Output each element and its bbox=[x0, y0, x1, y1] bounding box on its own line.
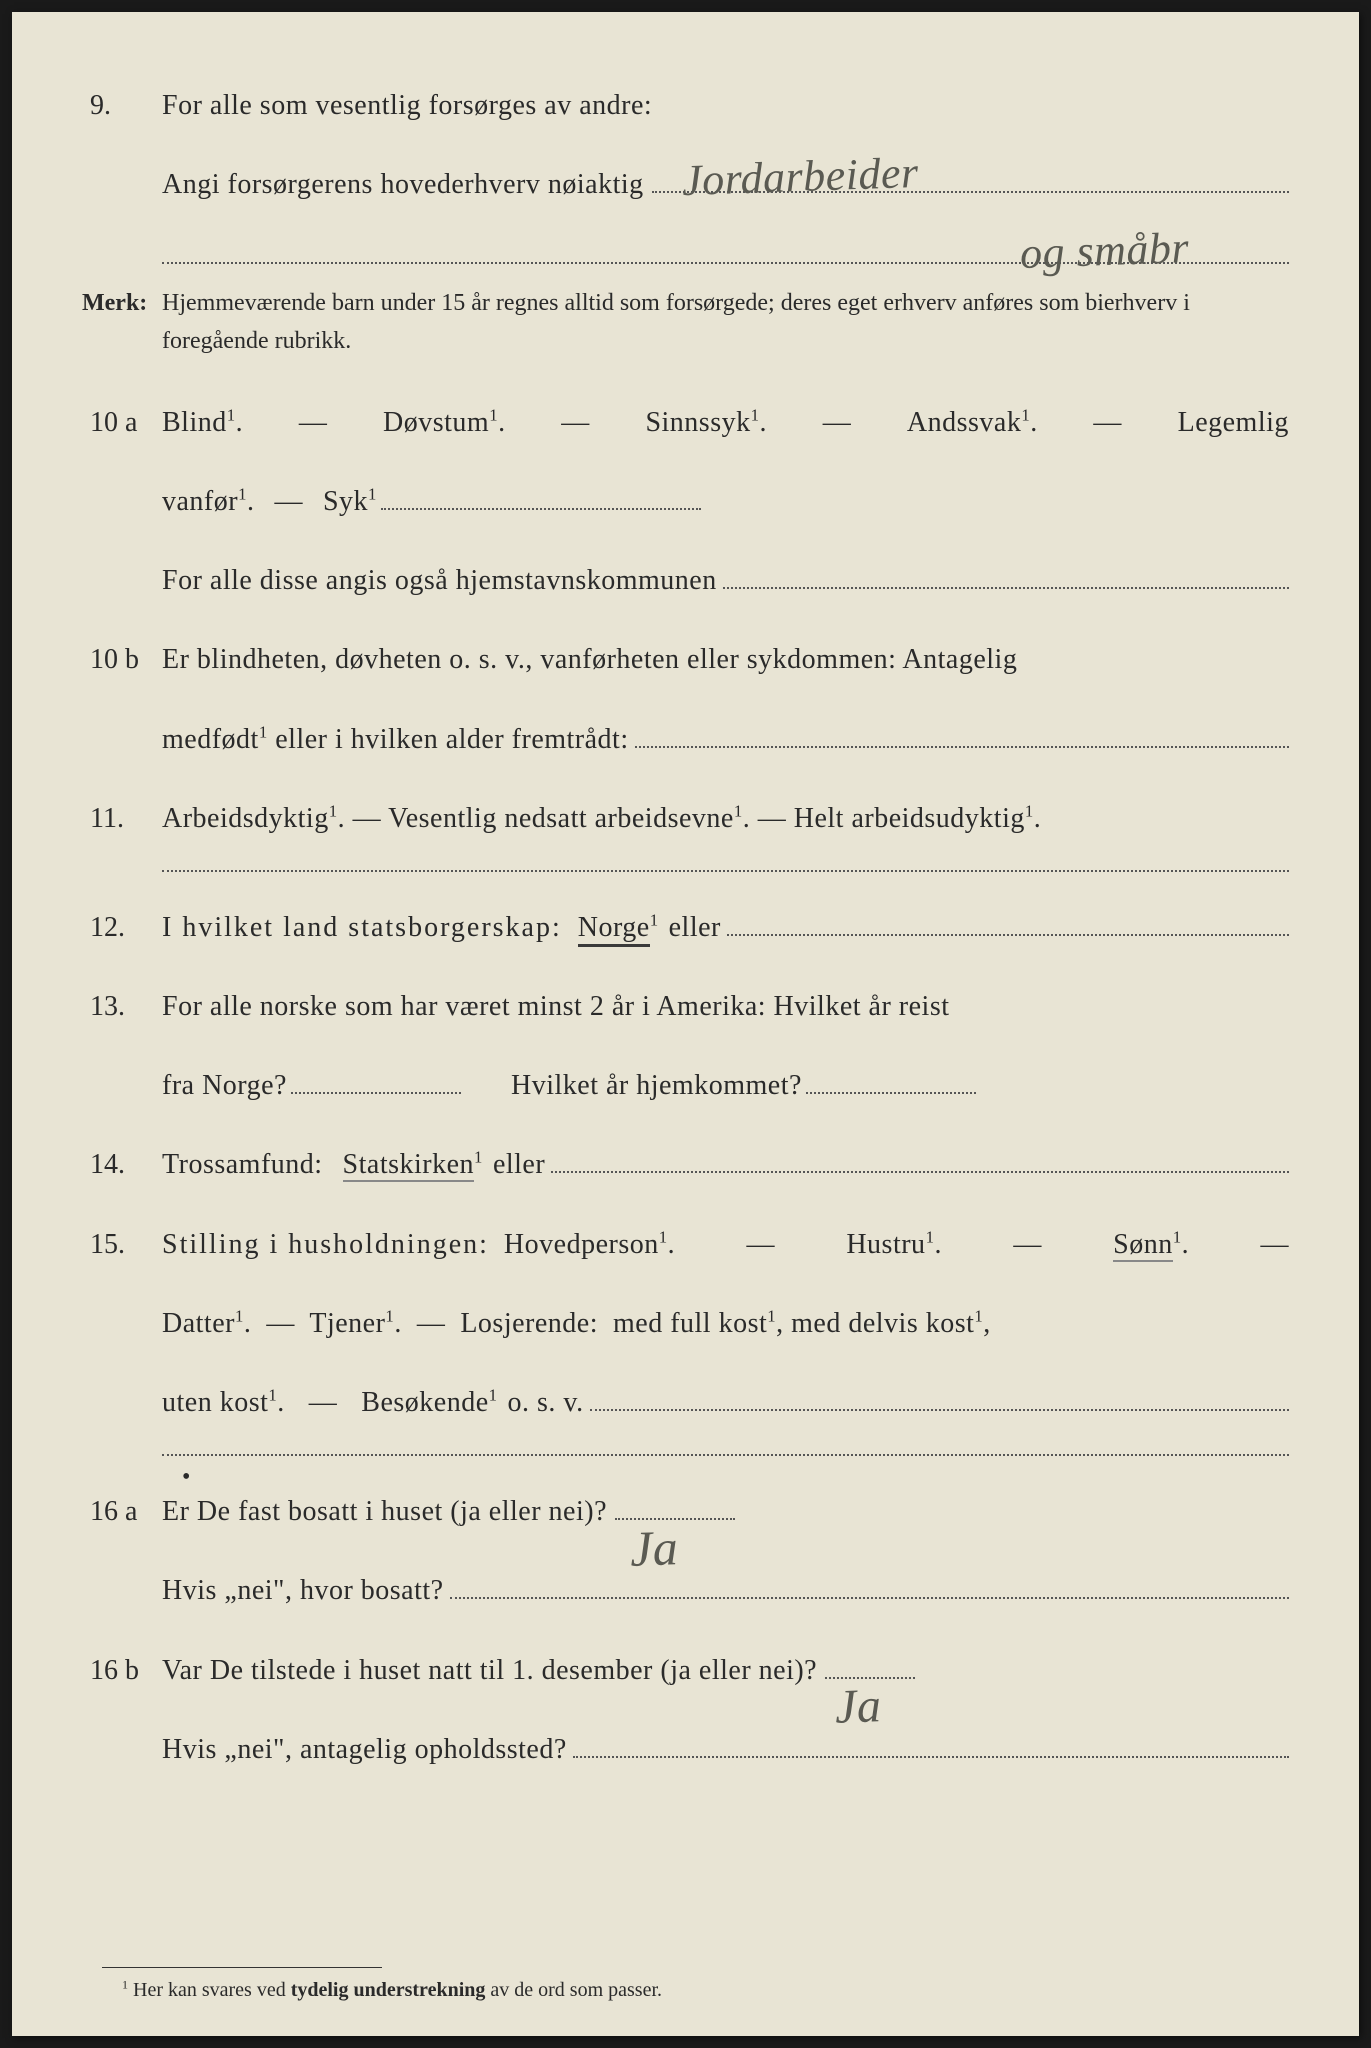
q10b-text2: medfødt1 eller i hvilken alder fremtrådt… bbox=[162, 706, 629, 773]
q11-number: 11. bbox=[82, 785, 162, 852]
merk-label: Merk: bbox=[82, 284, 162, 361]
q14-or: eller bbox=[493, 1131, 545, 1198]
q12-number: 12. bbox=[82, 894, 162, 961]
q14-label: Trossamfund: bbox=[162, 1131, 323, 1198]
q16b-line1: 16 b Var De tilstede i huset natt til 1.… bbox=[82, 1637, 1289, 1704]
q11-blank-line[interactable] bbox=[162, 870, 1289, 872]
q16a-number: 16 a bbox=[82, 1478, 162, 1545]
q13-text1: For alle norske som har været minst 2 år… bbox=[162, 973, 1289, 1040]
q10b-answer-line[interactable] bbox=[635, 714, 1289, 748]
q12-label: I hvilket land statsborgerskap: bbox=[162, 894, 562, 961]
footnote: 1 Her kan svares ved tydelig understrekn… bbox=[122, 1977, 1289, 2002]
opt-legemlig: Legemlig bbox=[1178, 389, 1289, 456]
q13-line1: 13. For alle norske som har været minst … bbox=[82, 973, 1289, 1040]
footnote-text: Her kan svares ved tydelig understreknin… bbox=[133, 1979, 662, 2001]
q14: 14. Trossamfund: Statskirken1 eller bbox=[82, 1131, 1289, 1198]
opt-statskirken: Statskirken bbox=[343, 1149, 475, 1182]
q10b-line1: 10 b Er blindheten, døvheten o. s. v., v… bbox=[82, 626, 1289, 693]
opt-syk: Syk bbox=[323, 486, 368, 517]
census-form-page: 9. For alle som vesentlig forsørges av a… bbox=[12, 12, 1359, 2036]
q16a-line2: Hvis „nei", hvor bosatt? bbox=[82, 1557, 1289, 1624]
q12-answer-line[interactable] bbox=[727, 902, 1289, 936]
q10b-text1: Er blindheten, døvheten o. s. v., vanfør… bbox=[162, 626, 1289, 693]
opt-besokende: Besøkende bbox=[361, 1387, 488, 1418]
q15-number: 15. bbox=[82, 1211, 162, 1278]
q16b-text1: Var De tilstede i huset natt til 1. dese… bbox=[162, 1637, 817, 1704]
q16a-text2: Hvis „nei", hvor bosatt? bbox=[162, 1557, 444, 1624]
opt-udyktig: Helt arbeidsudyktig bbox=[794, 803, 1025, 834]
opt-full-kost: med full kost bbox=[613, 1308, 767, 1339]
opt-norge: Norge bbox=[578, 912, 650, 947]
q9-handwritten1: Jordarbeider bbox=[680, 119, 920, 233]
q12: 12. I hvilket land statsborgerskap: Norg… bbox=[82, 894, 1289, 961]
opt-arbeidsdyktig: Arbeidsdyktig bbox=[162, 803, 329, 834]
opt-delvis-kost: med delvis kost bbox=[791, 1308, 974, 1339]
opt-nedsatt: Vesentlig nedsatt arbeidsevne bbox=[388, 803, 734, 834]
q10a-line1: 10 a Blind1. — Døvstum1. — Sinnssyk1. — … bbox=[82, 389, 1289, 456]
q12-or: eller bbox=[669, 894, 721, 961]
q9-line3: og småbr bbox=[82, 230, 1289, 264]
q10b-line2: medfødt1 eller i hvilken alder fremtrådt… bbox=[82, 706, 1289, 773]
q16a-where-line[interactable] bbox=[450, 1566, 1289, 1600]
q9-number: 9. bbox=[82, 72, 162, 139]
q16b-where-line[interactable] bbox=[573, 1724, 1289, 1758]
q10a-line3: For alle disse angis også hjemstavnskomm… bbox=[82, 547, 1289, 614]
q16b-text2: Hvis „nei", antagelig opholdssted? bbox=[162, 1716, 567, 1783]
opt-uten-kost: uten kost bbox=[162, 1387, 268, 1418]
opt-andssvak: Andssvak bbox=[907, 407, 1021, 438]
opt-vanfor: vanfør bbox=[162, 486, 238, 517]
opt-hovedperson: Hovedperson bbox=[504, 1229, 659, 1260]
q16b-answer[interactable]: Ja bbox=[825, 1677, 915, 1679]
opt-dovstum: Døvstum bbox=[383, 407, 489, 438]
q9-answer-line2[interactable]: og småbr bbox=[162, 230, 1289, 264]
opt-sonn: Sønn bbox=[1113, 1229, 1173, 1262]
q15-answer-line[interactable] bbox=[590, 1377, 1289, 1411]
opt-tjener: Tjener bbox=[309, 1308, 385, 1339]
q14-answer-line[interactable] bbox=[551, 1140, 1289, 1174]
q15-line2: Datter1. — Tjener1. — Losjerende: med fu… bbox=[82, 1290, 1289, 1357]
q16a-answer[interactable]: Ja bbox=[615, 1518, 735, 1520]
q11: 11. Arbeidsdyktig1. — Vesentlig nedsatt … bbox=[82, 785, 1289, 852]
q13-year-back[interactable] bbox=[806, 1092, 976, 1094]
q16b-line2: Hvis „nei", antagelig opholdssted? bbox=[82, 1716, 1289, 1783]
q10a-number: 10 a bbox=[82, 389, 162, 456]
q16a-line1: 16 a Er De fast bosatt i huset (ja eller… bbox=[82, 1478, 1289, 1545]
q13-number: 13. bbox=[82, 973, 162, 1040]
opt-datter: Datter bbox=[162, 1308, 235, 1339]
mark-dot: • bbox=[182, 1464, 190, 1491]
q14-number: 14. bbox=[82, 1131, 162, 1198]
q15-line3: uten kost1. — Besøkende1 o. s. v. bbox=[82, 1369, 1289, 1436]
q15-line1: 15. Stilling i husholdningen: Hovedperso… bbox=[82, 1211, 1289, 1278]
footnote-marker: 1 bbox=[122, 1977, 128, 1991]
q10b-number: 10 b bbox=[82, 626, 162, 693]
q16a-text1: Er De fast bosatt i huset (ja eller nei)… bbox=[162, 1478, 607, 1545]
opt-blind: Blind bbox=[162, 407, 227, 438]
q10a-text3: For alle disse angis også hjemstavnskomm… bbox=[162, 547, 717, 614]
q9-handwritten2: og småbr bbox=[1018, 195, 1191, 306]
q9-answer-line1[interactable]: Jordarbeider bbox=[652, 160, 1289, 194]
q15-osv: o. s. v. bbox=[508, 1369, 584, 1436]
opt-sinnssyk: Sinnssyk bbox=[645, 407, 750, 438]
q13-line2: fra Norge? Hvilket år hjemkommet? bbox=[82, 1052, 1289, 1119]
opt-hustru: Hustru bbox=[846, 1229, 925, 1260]
q13-returned: Hvilket år hjemkommet? bbox=[511, 1052, 802, 1119]
q10a-line2: vanfør1. — Syk1 bbox=[82, 468, 1289, 535]
q15-blank-line[interactable]: • bbox=[162, 1454, 1289, 1456]
footnote-rule bbox=[102, 1967, 382, 1976]
q10a-kommune-line[interactable] bbox=[723, 556, 1289, 590]
q13-from-norway: fra Norge? bbox=[162, 1052, 287, 1119]
q16b-number: 16 b bbox=[82, 1637, 162, 1704]
q9-label2: Angi forsørgerens hovederhverv nøiaktig bbox=[162, 151, 644, 218]
q10a-syk-line[interactable] bbox=[381, 476, 701, 510]
q13-year-left[interactable] bbox=[291, 1092, 461, 1094]
q15-label: Stilling i husholdningen: bbox=[162, 1229, 489, 1260]
q15-losjerende: Losjerende: bbox=[460, 1308, 598, 1339]
